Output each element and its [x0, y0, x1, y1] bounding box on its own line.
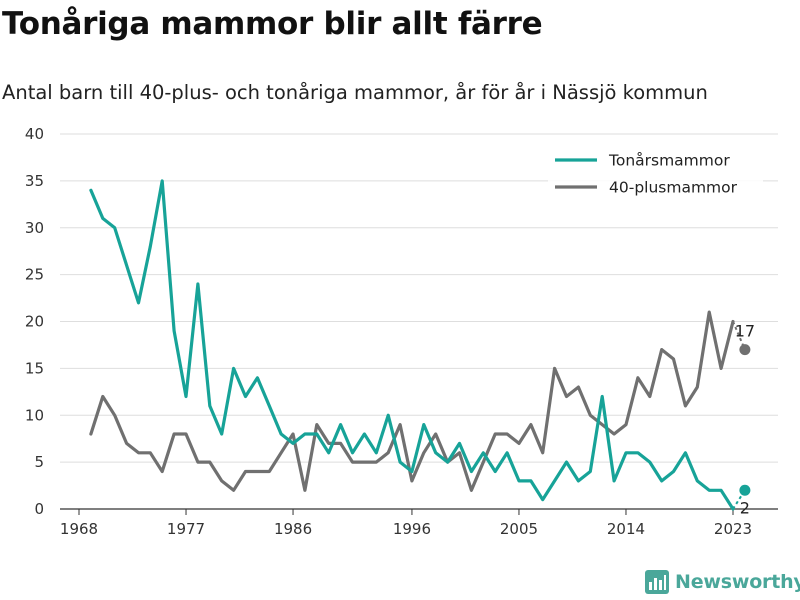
y-tick-label: 15 [25, 359, 44, 377]
y-tick-label: 10 [25, 406, 44, 424]
y-tick-label: 20 [25, 313, 44, 331]
x-axis: 1968 1977 1986 1996 2005 2014 2023 [60, 509, 752, 538]
series-lines: 17 2 [89, 179, 755, 517]
x-tick-label: 2014 [607, 520, 645, 538]
brand-logo: Newsworthy [645, 570, 800, 594]
series-line-tonårsmammor [89, 179, 735, 511]
y-tick-label: 0 [34, 500, 44, 518]
chart-title: Tonåriga mammor blir allt färre [2, 6, 543, 42]
brand-name: Newsworthy [675, 571, 800, 593]
legend-label-tonårsmammor: Tonårsmammor [608, 152, 730, 170]
y-tick-label: 35 [25, 172, 44, 190]
y-tick-label: 5 [34, 453, 44, 471]
x-tick-label: 1996 [393, 520, 431, 538]
x-tick-label: 1968 [60, 520, 98, 538]
series-end-label-tonårsmammor: 2 [740, 498, 750, 517]
y-tick-label: 25 [25, 266, 44, 284]
y-tick-label: 30 [25, 219, 44, 237]
series-line-40-plusmammor [89, 310, 735, 492]
x-tick-label: 2023 [714, 520, 752, 538]
bar-chart-logo-icon [645, 570, 669, 594]
series-end-label-40-plusmammor: 17 [735, 322, 755, 341]
legend-background [548, 143, 763, 203]
x-tick-label: 2005 [500, 520, 538, 538]
chart-subtitle: Antal barn till 40-plus- och tonåriga ma… [2, 81, 708, 104]
legend: Tonårsmammor 40-plusmammor [548, 143, 763, 203]
x-tick-label: 1986 [274, 520, 312, 538]
y-tick-label: 40 [25, 125, 44, 143]
series-end-point-tonårsmammor [739, 484, 751, 496]
legend-label-40-plusmammor: 40-plusmammor [609, 179, 738, 197]
y-axis: 0 5 10 15 20 25 30 35 40 [25, 125, 44, 518]
series-end-point-40-plusmammor [739, 344, 751, 356]
x-tick-label: 1977 [167, 520, 205, 538]
